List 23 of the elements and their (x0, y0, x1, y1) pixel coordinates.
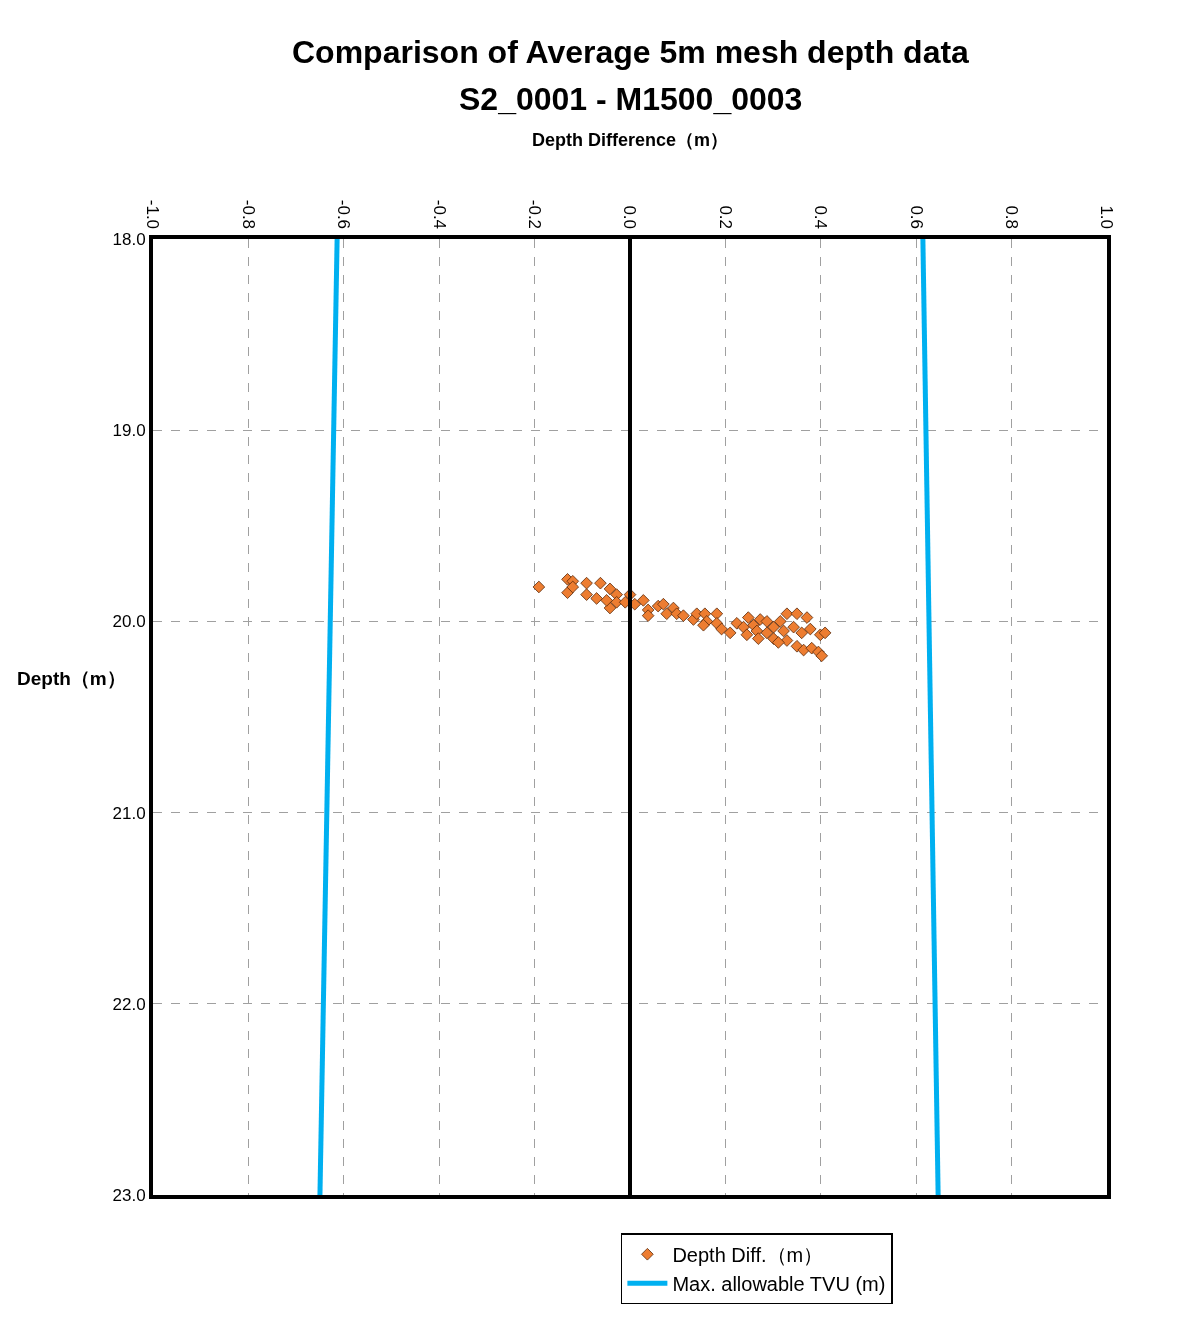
y-tick-label: 19.0 (112, 421, 146, 441)
x-tick-label: -1.0 (143, 199, 163, 230)
chart-subtitle: S2_0001 - M1500_0003 (459, 81, 803, 117)
x-tick-label: 0.8 (1002, 205, 1022, 230)
x-tick-label: 0.4 (811, 205, 831, 230)
x-tick-label: -0.8 (238, 199, 258, 230)
legend-label: Max. allowable TVU (m) (672, 1273, 886, 1296)
y-tick-label: 23.0 (112, 1185, 146, 1205)
legend-label: Depth Diff.（m） (672, 1244, 824, 1267)
x-axis-title: Depth Difference（m） (532, 130, 729, 150)
y-tick-label: 20.0 (112, 612, 146, 632)
x-tick-label: 1.0 (1097, 205, 1117, 230)
y-tick-label: 22.0 (112, 994, 146, 1014)
x-tick-label: -0.6 (334, 199, 354, 230)
y-tick-label: 21.0 (112, 803, 146, 823)
x-tick-label: -0.4 (429, 199, 449, 230)
x-tick-label: 0.2 (715, 205, 735, 230)
x-tick-label: 0.0 (620, 205, 640, 230)
y-tick-label: 18.0 (112, 229, 146, 249)
x-tick-label: -0.2 (525, 199, 545, 230)
y-axis-title: Depth（m） (17, 668, 126, 689)
chart-title: Comparison of Average 5m mesh depth data (292, 34, 970, 70)
x-tick-label: 0.6 (906, 205, 926, 230)
